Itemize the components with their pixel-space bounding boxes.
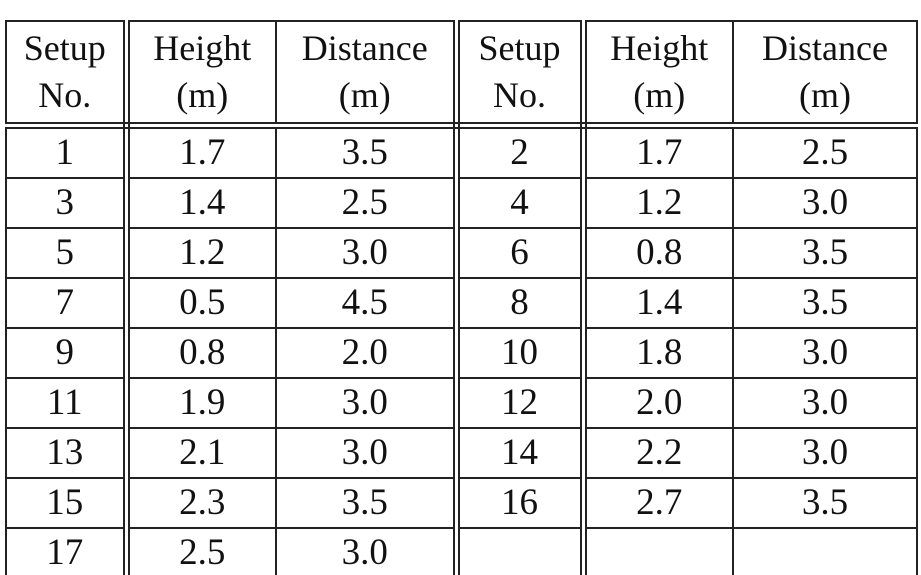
cell-height: 2.3 [125, 477, 277, 529]
cell-setup-no: 13 [5, 427, 130, 479]
cell-height: 0.8 [582, 227, 734, 279]
cell-distance: 3.0 [275, 527, 460, 575]
table-row: 9 0.8 2.0 10 1.8 3.0 [5, 327, 918, 379]
cell-distance: 3.5 [732, 477, 918, 529]
table-row: 5 1.2 3.0 6 0.8 3.5 [5, 227, 918, 279]
cell-height: 1.2 [125, 227, 277, 279]
cell-height: 1.8 [582, 327, 734, 379]
cell-distance: 3.0 [275, 377, 460, 429]
cell-distance: 3.0 [732, 177, 918, 229]
cell-height: 2.0 [582, 377, 734, 429]
header-text: No. [493, 75, 546, 115]
header-setup-no-2: Setup No. [455, 20, 587, 129]
cell-setup-no: 17 [5, 527, 130, 575]
header-text: Setup [23, 28, 106, 68]
cell-distance [732, 527, 918, 575]
table-row: 1 1.7 3.5 2 1.7 2.5 [5, 124, 918, 179]
table-row: 7 0.5 4.5 8 1.4 3.5 [5, 277, 918, 329]
cell-setup-no: 14 [455, 427, 587, 479]
cell-height: 0.8 [125, 327, 277, 379]
cell-distance: 3.0 [275, 227, 460, 279]
header-text: Setup [478, 28, 561, 68]
header-text: Height [153, 28, 252, 68]
header-text: Distance [301, 28, 428, 68]
cell-setup-no: 7 [5, 277, 130, 329]
cell-distance: 2.5 [732, 124, 918, 179]
cell-height: 2.5 [125, 527, 277, 575]
cell-distance: 4.5 [275, 277, 460, 329]
setup-table: Setup No. Height (m) Distance (m) Setup … [5, 20, 918, 575]
cell-height: 1.9 [125, 377, 277, 429]
header-height-2: Height (m) [582, 20, 734, 129]
header-text: (m) [176, 75, 229, 115]
table-header-row: Setup No. Height (m) Distance (m) Setup … [5, 20, 918, 129]
table-row: 11 1.9 3.0 12 2.0 3.0 [5, 377, 918, 429]
header-distance: Distance (m) [275, 20, 460, 129]
cell-distance: 2.5 [275, 177, 460, 229]
cell-setup-no: 16 [455, 477, 587, 529]
header-distance-2: Distance (m) [732, 20, 918, 129]
cell-distance: 3.0 [275, 427, 460, 479]
header-height: Height (m) [125, 20, 277, 129]
table-row: 13 2.1 3.0 14 2.2 3.0 [5, 427, 918, 479]
table-row: 17 2.5 3.0 [5, 527, 918, 575]
cell-distance: 3.0 [732, 427, 918, 479]
cell-distance: 3.0 [732, 377, 918, 429]
cell-setup-no: 1 [5, 124, 130, 179]
header-text: (m) [338, 75, 391, 115]
cell-height: 0.5 [125, 277, 277, 329]
cell-height: 1.2 [582, 177, 734, 229]
cell-setup-no: 6 [455, 227, 587, 279]
header-text: Height [610, 28, 709, 68]
header-text: Distance [762, 28, 888, 68]
cell-setup-no: 10 [455, 327, 587, 379]
header-setup-no: Setup No. [5, 20, 130, 129]
header-text: (m) [633, 75, 686, 115]
cell-height: 2.1 [125, 427, 277, 479]
cell-height: 2.2 [582, 427, 734, 479]
cell-distance: 2.0 [275, 327, 460, 379]
cell-setup-no: 3 [5, 177, 130, 229]
cell-setup-no: 12 [455, 377, 587, 429]
cell-setup-no: 8 [455, 277, 587, 329]
header-text: No. [38, 75, 92, 115]
cell-setup-no: 11 [5, 377, 130, 429]
cell-height: 1.4 [582, 277, 734, 329]
cell-distance: 3.0 [732, 327, 918, 379]
cell-height: 1.7 [125, 124, 277, 179]
cell-height [582, 527, 734, 575]
cell-height: 1.7 [582, 124, 734, 179]
cell-setup-no [455, 527, 587, 575]
cell-distance: 3.5 [275, 124, 460, 179]
cell-setup-no: 2 [455, 124, 587, 179]
cell-setup-no: 4 [455, 177, 587, 229]
cell-distance: 3.5 [275, 477, 460, 529]
cell-distance: 3.5 [732, 227, 918, 279]
cell-setup-no: 9 [5, 327, 130, 379]
cell-height: 2.7 [582, 477, 734, 529]
cell-height: 1.4 [125, 177, 277, 229]
cell-distance: 3.5 [732, 277, 918, 329]
cell-setup-no: 5 [5, 227, 130, 279]
cell-setup-no: 15 [5, 477, 130, 529]
header-text: (m) [799, 75, 851, 115]
table-row: 15 2.3 3.5 16 2.7 3.5 [5, 477, 918, 529]
table-row: 3 1.4 2.5 4 1.2 3.0 [5, 177, 918, 229]
